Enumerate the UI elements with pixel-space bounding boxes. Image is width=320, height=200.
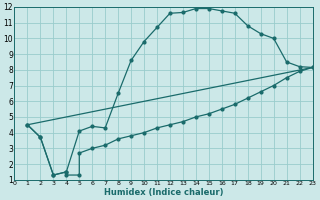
X-axis label: Humidex (Indice chaleur): Humidex (Indice chaleur) bbox=[104, 188, 223, 197]
